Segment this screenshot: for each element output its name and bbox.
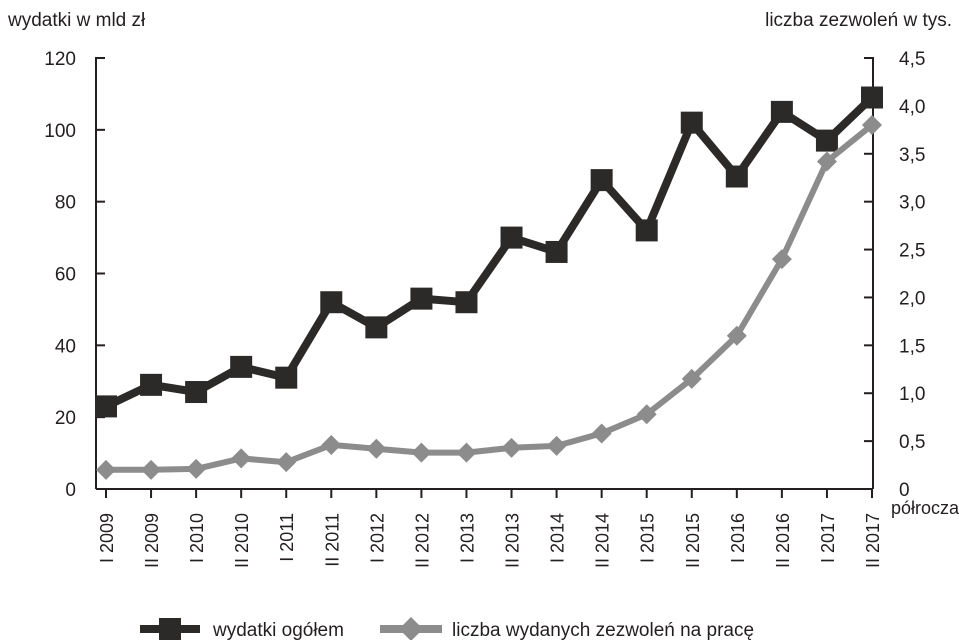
data-point-wydatki <box>590 169 613 192</box>
right-tick-label: 3,0 <box>899 193 925 214</box>
left-tick-label: 20 <box>55 408 76 429</box>
right-tick-label: 2,0 <box>899 288 925 309</box>
x-tick-label: II 2015 <box>683 513 703 568</box>
series-line-0 <box>102 93 876 411</box>
data-point-wydatki <box>545 240 568 263</box>
right-tick-label: 3,5 <box>899 145 925 166</box>
data-point-wydatki <box>275 366 298 389</box>
data-point-wydatki <box>185 381 208 404</box>
x-tick-label: II 2012 <box>412 513 432 568</box>
legend-label-zezwolenia: liczba wydanych zezwoleń na pracę <box>452 620 754 640</box>
right-tick-label: 2,5 <box>899 241 925 262</box>
right-tick-label: 4,5 <box>899 49 925 70</box>
data-point-wydatki <box>230 355 253 378</box>
x-axis-ticks: I 2009 II 2009 I 2010 II 2010 I 2011 II 2011 I… <box>97 489 883 568</box>
data-point-zezwolenia <box>321 434 342 455</box>
data-point-zezwolenia <box>501 437 522 458</box>
data-point-zezwolenia <box>186 458 207 479</box>
right-tick-label: 4,0 <box>899 97 925 118</box>
data-point-wydatki <box>455 291 478 314</box>
legend-swatch-zezwolenia-marker <box>399 617 423 640</box>
data-point-wydatki <box>95 395 117 418</box>
data-point-wydatki <box>500 226 523 249</box>
data-point-zezwolenia <box>726 325 747 346</box>
data-point-zezwolenia <box>816 151 837 172</box>
x-tick-label: II 2011 <box>322 513 342 567</box>
data-point-wydatki <box>815 129 838 152</box>
data-point-zezwolenia <box>366 438 387 459</box>
data-point-zezwolenia <box>636 404 657 425</box>
left-tick-label: 80 <box>55 193 76 214</box>
x-tick-label: I 2013 <box>457 513 477 563</box>
x-tick-label: I 2017 <box>818 513 838 563</box>
x-tick-label: II 2009 <box>142 513 162 568</box>
x-tick-label: II 2013 <box>503 513 523 568</box>
right-axis-ticks: 0 0,5 1,0 1,5 2,0 2,5 3,0 3,5 4,0 4,5 <box>864 49 925 501</box>
data-point-zezwolenia <box>771 249 792 270</box>
x-tick-label: II 2016 <box>773 513 793 568</box>
x-tick-label: I 2015 <box>638 513 658 563</box>
left-tick-label: 60 <box>55 265 76 286</box>
x-tick-label: II 2014 <box>593 513 613 568</box>
legend: wydatki ogółem liczba wydanych zezwoleń … <box>140 617 754 640</box>
right-tick-label: 0,5 <box>899 432 925 453</box>
data-point-zezwolenia <box>411 442 432 463</box>
data-point-zezwolenia <box>546 435 567 456</box>
data-point-zezwolenia <box>276 452 297 473</box>
x-tick-label: I 2009 <box>97 513 117 563</box>
data-point-wydatki <box>365 316 388 339</box>
left-tick-label: 120 <box>44 49 76 70</box>
data-point-zezwolenia <box>456 442 477 463</box>
data-point-wydatki <box>140 373 163 396</box>
x-axis-title: półrocza <box>891 498 959 518</box>
x-tick-label: I 2011 <box>277 513 297 562</box>
x-tick-label: I 2010 <box>187 513 207 563</box>
data-point-zezwolenia <box>681 368 702 389</box>
data-point-zezwolenia <box>862 115 882 136</box>
legend-swatch-wydatki-marker <box>159 618 181 640</box>
data-point-zezwolenia <box>96 459 116 480</box>
series-layer <box>95 86 883 480</box>
right-tick-label: 1,0 <box>899 384 925 405</box>
x-tick-label: I 2012 <box>367 513 387 563</box>
right-tick-label: 0 <box>899 480 910 501</box>
x-tick-label: I 2014 <box>548 513 568 563</box>
data-point-wydatki <box>410 287 433 310</box>
legend-label-wydatki: wydatki ogółem <box>212 620 344 640</box>
data-point-wydatki <box>770 100 793 123</box>
series-line-1 <box>103 122 875 473</box>
left-tick-label: 0 <box>65 480 76 501</box>
x-tick-label: II 2010 <box>232 513 252 568</box>
data-point-wydatki <box>725 165 748 188</box>
left-axis-title: wydatki w mld zł <box>7 10 146 31</box>
x-tick-label: I 2016 <box>728 513 748 563</box>
data-point-zezwolenia <box>231 448 252 469</box>
right-axis-title: liczba zezwoleń w tys. <box>765 10 952 31</box>
left-tick-label: 100 <box>44 121 76 142</box>
left-tick-label: 40 <box>55 336 76 357</box>
data-point-zezwolenia <box>141 459 162 480</box>
data-point-wydatki <box>320 291 343 314</box>
left-axis-ticks: 0 20 40 60 80 100 120 <box>44 49 105 501</box>
data-point-wydatki <box>680 111 703 134</box>
data-point-zezwolenia <box>591 423 612 444</box>
data-point-wydatki <box>635 219 658 242</box>
x-tick-label: II 2017 <box>863 513 883 568</box>
right-tick-label: 1,5 <box>899 336 925 357</box>
data-point-wydatki <box>861 86 883 109</box>
